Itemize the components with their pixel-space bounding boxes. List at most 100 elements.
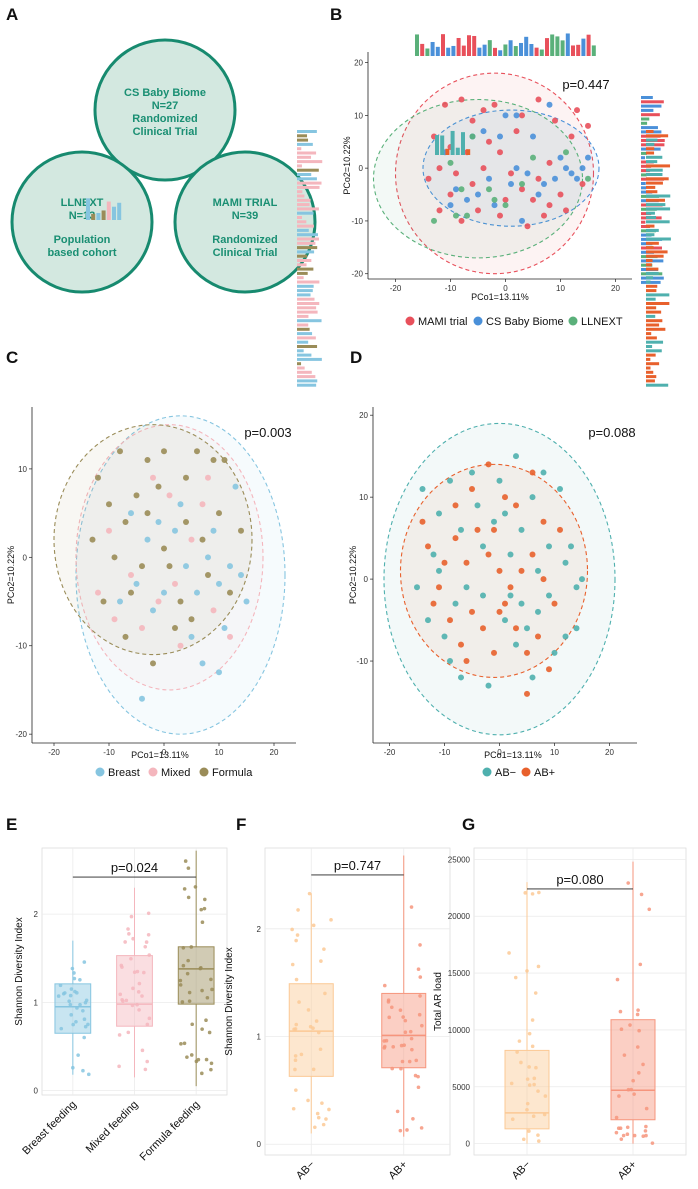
jitter-point	[537, 890, 541, 895]
marginal-bar-right-mixed	[297, 151, 317, 155]
plot-area	[264, 847, 451, 1156]
marginal-bar-right-breast	[297, 293, 311, 297]
jitter-point	[534, 1065, 538, 1070]
jitter-point	[147, 1016, 152, 1021]
jitter-point	[316, 1030, 321, 1035]
jitter-point	[295, 933, 300, 937]
data-point-formula	[128, 589, 134, 596]
jitter-point	[410, 1047, 414, 1052]
data-point-breast	[221, 625, 228, 632]
marginal-bar-right-breast	[297, 177, 317, 181]
data-point-formula	[106, 501, 112, 508]
marginal-bar-right-abpos	[646, 306, 657, 310]
jitter-point	[181, 963, 186, 968]
legend-swatch-formula	[199, 767, 209, 777]
jitter-point	[129, 914, 134, 919]
jitter-point	[123, 940, 127, 944]
marginal-bar-top-mami	[420, 43, 425, 56]
data-point-abneg	[419, 485, 426, 492]
confidence-ellipse-breast	[75, 415, 286, 735]
y-tick-label: 1	[34, 998, 39, 1007]
marginal-bar-right-abpos	[646, 302, 670, 305]
jitter-point	[417, 1012, 422, 1017]
x-tick-label: 20	[605, 748, 614, 757]
data-point-abpos	[513, 502, 519, 509]
marginal-bar-top-breast	[86, 198, 90, 220]
jitter-point	[58, 983, 63, 988]
marginal-bar-right-abpos	[646, 375, 657, 379]
box-abpos_box	[610, 1019, 656, 1121]
legend-swatch-csbb	[473, 316, 483, 326]
data-point-breast	[150, 607, 156, 614]
data-point-breast	[243, 598, 250, 605]
jitter-point	[409, 905, 414, 909]
data-point-abneg	[507, 551, 514, 558]
data-point-abpos	[496, 567, 503, 574]
jitter-point	[74, 1019, 78, 1024]
marginal-bar-right-abpos	[646, 164, 671, 168]
y-tick-label: 20	[359, 411, 368, 420]
data-point-breast	[172, 527, 178, 534]
jitter-point	[629, 1087, 634, 1092]
x-tick-label: -20	[384, 748, 396, 757]
marginal-bar-right-abpos	[646, 362, 660, 366]
marginal-bar-top-mami	[534, 47, 539, 56]
marginal-bar-right-abpos	[646, 263, 652, 267]
marginal-bar-right-breast	[297, 353, 312, 357]
jitter-point	[135, 969, 140, 974]
data-point-abpos	[518, 567, 525, 574]
data-point-csbb	[552, 175, 558, 182]
data-point-csbb	[486, 175, 492, 182]
marginal-bar-top-csbb	[430, 41, 435, 56]
marginal-bar-right-breast	[297, 379, 318, 383]
data-point-abneg	[518, 600, 525, 607]
jitter-point	[179, 1042, 183, 1046]
data-point-mami	[458, 96, 465, 103]
jitter-point	[202, 906, 207, 911]
data-point-mami	[453, 170, 459, 177]
data-point-abpos	[557, 526, 563, 533]
data-point-mixed	[139, 625, 145, 632]
data-point-formula	[210, 457, 217, 464]
legend-label-abpos: AB+	[534, 767, 555, 779]
jitter-point	[200, 920, 205, 925]
data-point-mami	[469, 117, 476, 124]
marginal-bar-right-mixed	[297, 203, 310, 207]
marginal-bar-top-csbb	[524, 36, 529, 56]
jitter-point	[403, 1018, 408, 1023]
jitter-point	[186, 895, 191, 900]
jitter-point	[124, 998, 129, 1003]
data-point-breast	[194, 589, 200, 596]
marginal-bar-top-abpos	[445, 148, 450, 155]
cohort-csbb-line-3: Randomized	[132, 113, 197, 125]
cohort-csbb-line-4: Clinical Trial	[133, 126, 198, 138]
jitter-point	[209, 1061, 214, 1066]
data-point-mami	[436, 165, 443, 172]
marginal-bar-top-mami	[493, 47, 497, 56]
marginal-bar-right-formula	[297, 138, 309, 142]
marginal-bar-right-mixed	[297, 194, 305, 198]
marginal-bar-right-csbb	[641, 156, 646, 160]
data-point-llnext	[502, 202, 509, 209]
jitter-point	[78, 977, 82, 982]
jitter-point	[525, 969, 529, 973]
data-point-abneg	[480, 592, 486, 599]
data-point-csbb	[557, 154, 564, 161]
data-point-abneg	[573, 625, 580, 632]
jitter-point	[542, 1112, 547, 1117]
p-value-annotation: p=0.747	[334, 858, 381, 873]
marginal-bar-right-csbb	[641, 104, 662, 108]
marginal-bar-right-breast	[297, 332, 313, 336]
jitter-point	[398, 1008, 403, 1012]
jitter-point	[621, 1133, 626, 1138]
marginal-bar-right-mami	[641, 220, 646, 224]
marginal-bar-right-abneg	[646, 293, 670, 297]
legend-swatch-breast	[95, 767, 105, 777]
data-point-abpos	[425, 543, 431, 550]
data-point-abneg	[441, 633, 448, 640]
data-point-mami	[425, 175, 432, 182]
data-point-mami	[541, 212, 547, 219]
marginal-bar-right-llnext	[641, 151, 647, 155]
data-point-mami	[568, 133, 575, 140]
data-point-breast	[144, 536, 151, 543]
